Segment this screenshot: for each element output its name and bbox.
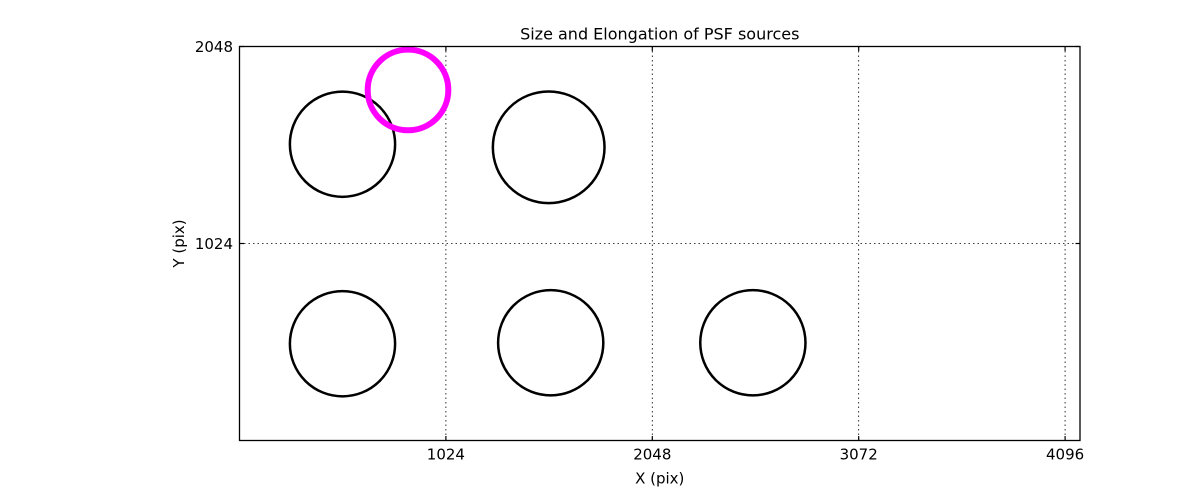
x-tick-label: 1024 (427, 446, 465, 464)
psf-source-circle-highlighted (364, 46, 452, 134)
y-tick-label: 1024 (195, 235, 233, 253)
x-tick-label: 3072 (840, 446, 878, 464)
psf-source-circle (288, 90, 397, 199)
grid-layer (239, 46, 1080, 441)
chart-title: Size and Elongation of PSF sources (520, 25, 799, 44)
x-tick-label: 4096 (1046, 446, 1084, 464)
y-axis-label: Y (pix) (170, 219, 188, 268)
psf-source-circle (288, 289, 397, 398)
source-layer (288, 46, 807, 398)
psf-source-circle (699, 288, 807, 397)
plot-frame (238, 45, 1081, 442)
x-tick-label: 2048 (633, 446, 671, 464)
psf-source-circle (491, 90, 606, 205)
tick-label-layer: 1024 2048 3072 4096 1024 2048 (195, 38, 1084, 464)
psf-source-circle (496, 288, 605, 397)
x-axis-label: X (pix) (635, 470, 684, 488)
y-tick-label: 2048 (195, 38, 233, 56)
